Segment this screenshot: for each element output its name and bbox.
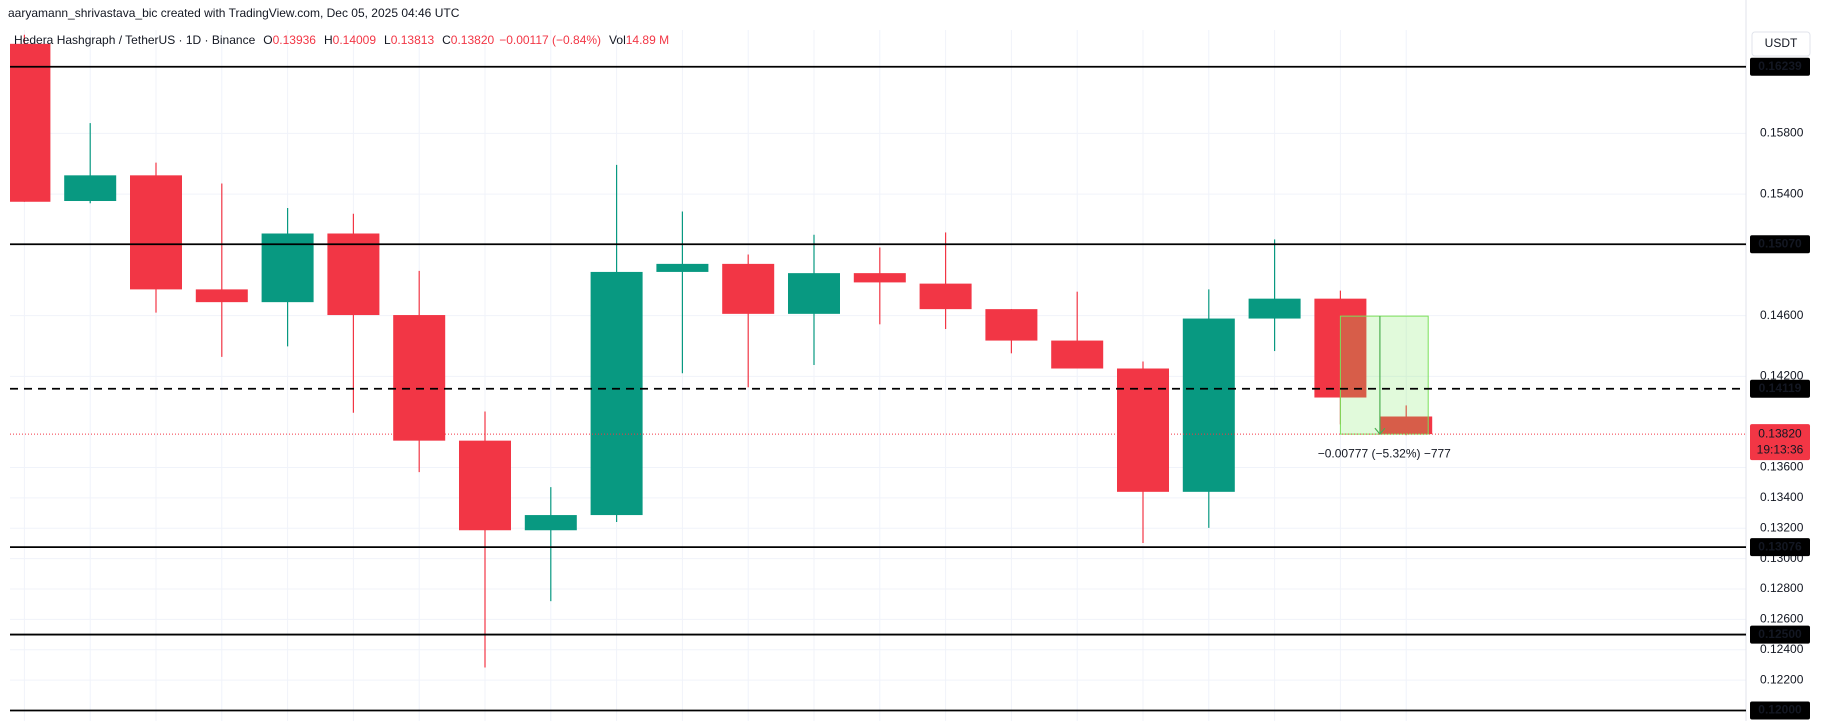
level-label: 0.15070 [1758,236,1802,250]
candle-body [590,271,643,516]
y-tick-label: 0.15400 [1760,186,1804,200]
candle-body [327,233,380,316]
level-label: 0.16239 [1758,59,1802,73]
y-tick-label: 0.14600 [1760,308,1804,322]
legend: Hedera Hashgraph / TetherUS · 1D · Binan… [14,33,669,47]
candle-body [64,175,117,202]
legend-value: 14.89 M [626,33,669,47]
legend-value: 0.13813 [391,33,435,47]
y-tick-label: 0.14200 [1760,369,1804,383]
candle-body [722,263,775,314]
last-price-label: 0.13820 [1758,426,1802,440]
currency[interactable]: USDT [1765,36,1798,50]
y-tick-label: 0.12600 [1760,612,1804,626]
y-tick-label: 0.13200 [1760,520,1804,534]
legend-key: L [384,33,391,47]
candle-body [195,289,248,303]
candle-body [985,309,1038,341]
legend-value: 0.13936 [273,33,317,47]
level-label-box [1750,379,1810,398]
countdown: 19:13:36 [1757,442,1804,456]
level-label: 0.14119 [1759,381,1802,395]
symbol: Hedera Hashgraph / TetherUS · 1D · Binan… [14,33,256,47]
last-price-box [1750,424,1810,461]
measure-label: −0.00777 (−5.32%) −777 [1318,446,1451,460]
legend-key: C [442,33,451,47]
y-tick-label: 0.13400 [1760,490,1804,504]
candle-body [1380,416,1433,435]
legend-key: Vol [609,33,626,47]
legend-key: O [263,33,272,47]
candle-body [393,315,446,441]
plot-area: −0.00777 (−5.32%) −777 [10,30,1746,721]
level-label-box [1750,235,1810,254]
candle-body [853,273,906,283]
legend-value: 0.14009 [333,33,377,47]
candle-body [1117,368,1169,492]
y-tick-label: 0.12200 [1760,672,1804,686]
level-label-box [1750,701,1810,720]
y-tick-label: 0.13600 [1760,460,1804,474]
y-tick-label: 0.12800 [1760,581,1804,595]
candle-body [919,283,972,310]
level-label-box [1750,625,1810,644]
candle-body [1051,340,1104,369]
candle-body [10,43,51,202]
legend-change: −0.00117 (−0.84%) [499,33,601,47]
candle-body [656,263,709,272]
currency-box[interactable] [1751,31,1811,57]
level-label-box [1750,57,1810,76]
level-label-box [1750,538,1810,557]
measure-arrowhead [1374,427,1386,436]
candle-body [459,440,511,531]
candle-body [1182,318,1235,492]
measure-box [1339,315,1429,435]
level-label: 0.13076 [1758,539,1802,553]
candle-body [788,273,840,314]
candle-body [524,515,577,531]
candle-body [130,175,182,290]
y-tick-label: 0.15800 [1760,126,1804,140]
legend-key: H [324,33,333,47]
legend-value: 0.13820 [451,33,495,47]
y-tick-label: 0.12400 [1760,642,1804,656]
chart-title: aaryamann_shrivastava_bic created with T… [8,6,460,20]
candle-body [1248,298,1301,319]
level-label: 0.12500 [1758,627,1802,641]
level-label: 0.12000 [1758,703,1802,717]
